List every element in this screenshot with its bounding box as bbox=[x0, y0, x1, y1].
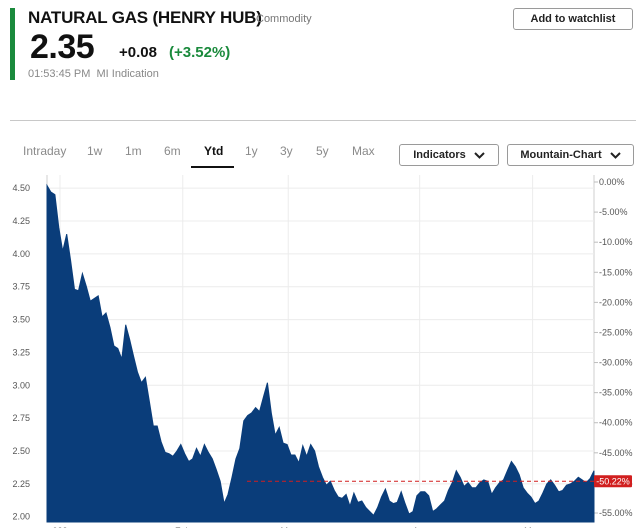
reference-badge bbox=[594, 475, 632, 488]
tab-1w[interactable]: 1w bbox=[87, 144, 103, 158]
x-tick-label: 023 bbox=[52, 526, 67, 528]
y2-tick-label: -15.00% bbox=[599, 267, 633, 277]
price-change: +0.08 bbox=[119, 44, 157, 61]
y-tick-label: 4.50 bbox=[12, 183, 30, 193]
quote-time: 01:53:45 PM bbox=[28, 68, 91, 80]
y-tick-label: 3.75 bbox=[12, 282, 30, 292]
quote-indication: MI Indication bbox=[96, 68, 159, 80]
y2-tick-label: -20.00% bbox=[599, 297, 633, 307]
chevron-down-icon bbox=[474, 151, 485, 159]
y-tick-label: 4.00 bbox=[12, 249, 30, 259]
y-tick-label: 3.50 bbox=[12, 315, 30, 325]
reference-badge-label: -50.22% bbox=[596, 476, 630, 486]
tab-3y[interactable]: 3y bbox=[280, 144, 293, 158]
y2-tick-label: -40.00% bbox=[599, 418, 633, 428]
add-to-watchlist-button[interactable]: Add to watchlist bbox=[513, 8, 633, 30]
y2-tick-label: -5.00% bbox=[599, 207, 628, 217]
chart-type-label: Mountain-Chart bbox=[520, 149, 602, 161]
instrument-type: Commodity bbox=[256, 13, 312, 25]
tab-intraday[interactable]: Intraday bbox=[23, 144, 67, 158]
section-divider bbox=[10, 120, 636, 121]
last-price: 2.35 bbox=[30, 28, 95, 66]
instrument-title: NATURAL GAS (HENRY HUB) bbox=[28, 8, 262, 27]
price-chart[interactable]: 4.50 4.25 4.00 3.75 3.50 3.25 3.00 2.75 2.50 2.25… bbox=[0, 172, 640, 528]
y-tick-label: 2.00 bbox=[12, 512, 30, 522]
active-tab-indicator bbox=[191, 166, 234, 168]
chart-type-dropdown[interactable]: Mountain-Chart bbox=[507, 144, 634, 166]
accent-bar bbox=[10, 8, 15, 80]
y-tick-label: 3.00 bbox=[12, 380, 30, 390]
x-tick-label: Apr bbox=[413, 526, 427, 528]
y-tick-label: 2.75 bbox=[12, 413, 30, 423]
tab-max[interactable]: Max bbox=[352, 144, 375, 158]
y-tick-label: 2.25 bbox=[12, 479, 30, 489]
tab-6m[interactable]: 6m bbox=[164, 144, 181, 158]
quote-timestamp: 01:53:45 PM MI Indication bbox=[28, 68, 159, 80]
price-change-percent: (+3.52%) bbox=[169, 44, 231, 61]
indicators-label: Indicators bbox=[413, 149, 466, 161]
y2-tick-label: -25.00% bbox=[599, 327, 633, 337]
y2-tick-label: -30.00% bbox=[599, 358, 633, 368]
tab-ytd[interactable]: Ytd bbox=[204, 144, 224, 158]
price-area-series bbox=[46, 183, 595, 523]
y2-tick-label: -45.00% bbox=[599, 448, 633, 458]
x-tick-label: Feb bbox=[175, 526, 191, 528]
indicators-dropdown[interactable]: Indicators bbox=[399, 144, 499, 166]
tab-1m[interactable]: 1m bbox=[125, 144, 142, 158]
x-tick-label: May bbox=[524, 526, 542, 528]
y2-tick-label: -35.00% bbox=[599, 388, 633, 398]
chevron-down-icon bbox=[609, 151, 621, 159]
y-tick-label: 3.25 bbox=[12, 347, 30, 357]
x-tick-label: Mar bbox=[280, 526, 296, 528]
y2-tick-label: -10.00% bbox=[599, 237, 633, 247]
y2-tick-label: 0.00% bbox=[599, 177, 625, 187]
y-tick-label: 4.25 bbox=[12, 216, 30, 226]
y2-tick-label: -55.00% bbox=[599, 508, 633, 518]
tab-1y[interactable]: 1y bbox=[245, 144, 258, 158]
y-tick-label: 2.50 bbox=[12, 446, 30, 456]
tab-5y[interactable]: 5y bbox=[316, 144, 329, 158]
